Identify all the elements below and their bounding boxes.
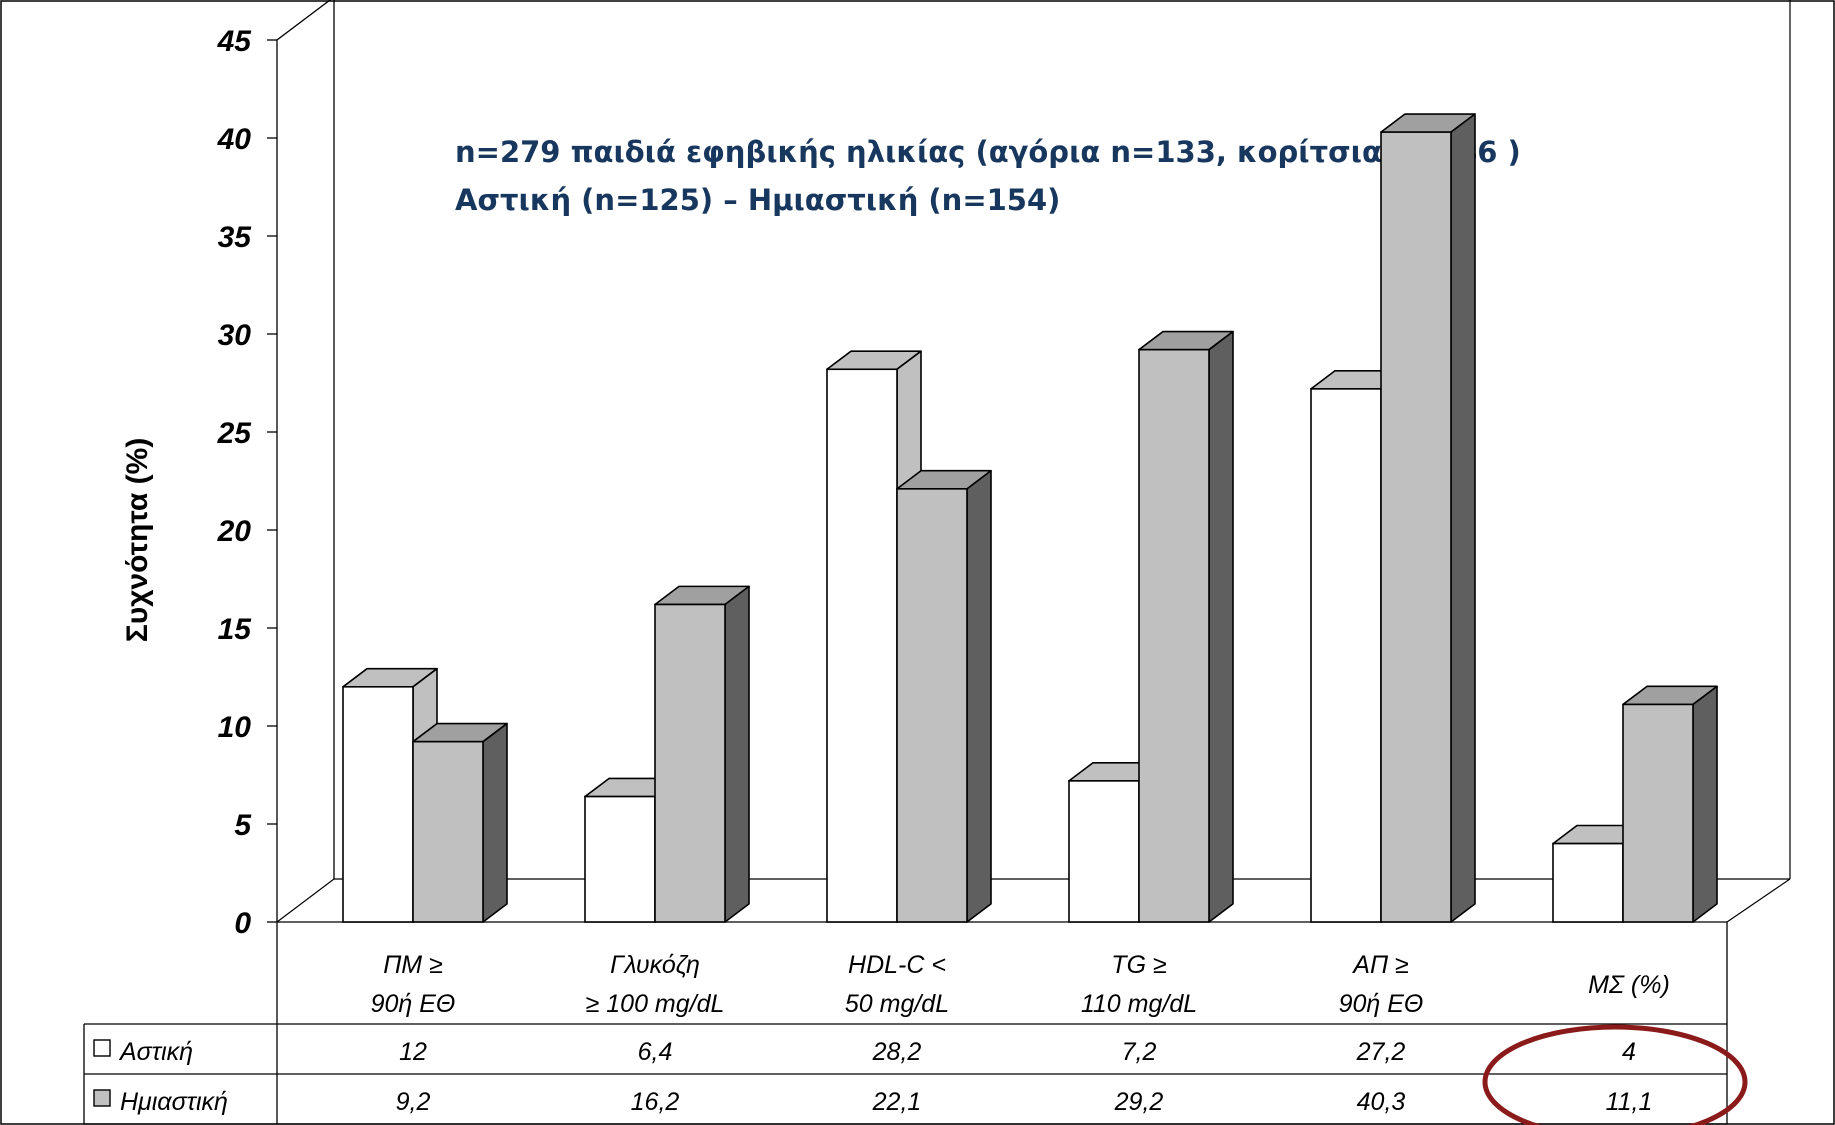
bar-semi-urban-side [482,722,508,923]
y-tick-label: 5 [234,809,252,842]
x-category-label: 90ή ΕΘ [1339,990,1424,1018]
bar-semi-urban-side [1692,685,1718,923]
bar-urban [826,368,898,923]
y-tick-label: 40 [217,123,252,156]
legend-label: Αστική [118,1038,193,1066]
data-label: 28,2 [872,1038,922,1066]
legend-key [93,1039,111,1057]
data-label: 40,3 [1357,1088,1406,1116]
y-tick-label: 45 [217,25,253,58]
bar-semi-urban [896,488,968,923]
y-tick-label: 10 [218,711,252,744]
x-category-label: ΜΣ (%) [1588,971,1670,999]
bar-semi-urban-side [724,585,750,923]
x-category-label: TG ≥ [1111,951,1166,979]
highlight-ellipse [1482,1024,1748,1125]
bar-semi-urban [1380,131,1452,923]
bar-semi-urban-side [966,469,992,923]
bar-semi-urban [1138,348,1210,923]
bar-urban [1310,388,1382,923]
data-label: 7,2 [1122,1038,1157,1066]
data-label: 11,1 [1606,1088,1653,1116]
x-category-label: ΠΜ ≥ [383,951,443,979]
chart-annotation-line: n=279 παιδιά εφηβικής ηλικίας (αγόρια n=… [455,135,1521,169]
data-label: 29,2 [1114,1088,1164,1116]
x-category-label: 90ή ΕΘ [371,990,456,1018]
x-category-label: 110 mg/dL [1081,990,1197,1018]
data-label: 12 [399,1038,427,1066]
bar-urban [1552,842,1624,923]
y-tick-label: 0 [234,907,251,940]
bar-urban [342,685,414,923]
legend-key [93,1089,111,1107]
data-label: 9,2 [396,1088,431,1116]
y-tick-label: 30 [218,319,252,352]
x-category-label: ΑΠ ≥ [1351,951,1408,979]
bar-semi-urban [1622,703,1694,923]
y-tick-label: 15 [218,613,253,646]
bar-semi-urban [412,740,484,923]
x-category-label: 50 mg/dL [845,990,949,1018]
x-category-label: ≥ 100 mg/dL [586,990,725,1018]
y-tick-label: 20 [217,515,252,548]
bar-urban [584,795,656,923]
y-axis-title: Συχνότητα (%) [121,438,154,643]
floor-left-edge [276,878,335,923]
data-label: 27,2 [1356,1038,1406,1066]
y-tick-label: 25 [217,417,253,450]
data-label: 6,4 [638,1038,673,1066]
x-category-label: HDL-C < [848,951,946,979]
bar-semi-urban-side [1450,113,1476,923]
y-tick-label: 35 [218,221,253,254]
chart-annotation-line: Αστική (n=125) – Ημιαστική (n=154) [455,183,1060,217]
data-label: 16,2 [631,1088,680,1116]
floor-right-edge [1726,878,1791,923]
legend-label: Ημιαστική [120,1088,228,1116]
x-category-label: Γλυκόζη [610,951,700,979]
data-label: 22,1 [872,1088,922,1116]
bar-semi-urban [654,603,726,923]
data-label: 4 [1622,1038,1636,1066]
bar-urban [1068,780,1140,923]
side-wall [276,0,335,922]
bar-semi-urban-side [1208,330,1234,923]
